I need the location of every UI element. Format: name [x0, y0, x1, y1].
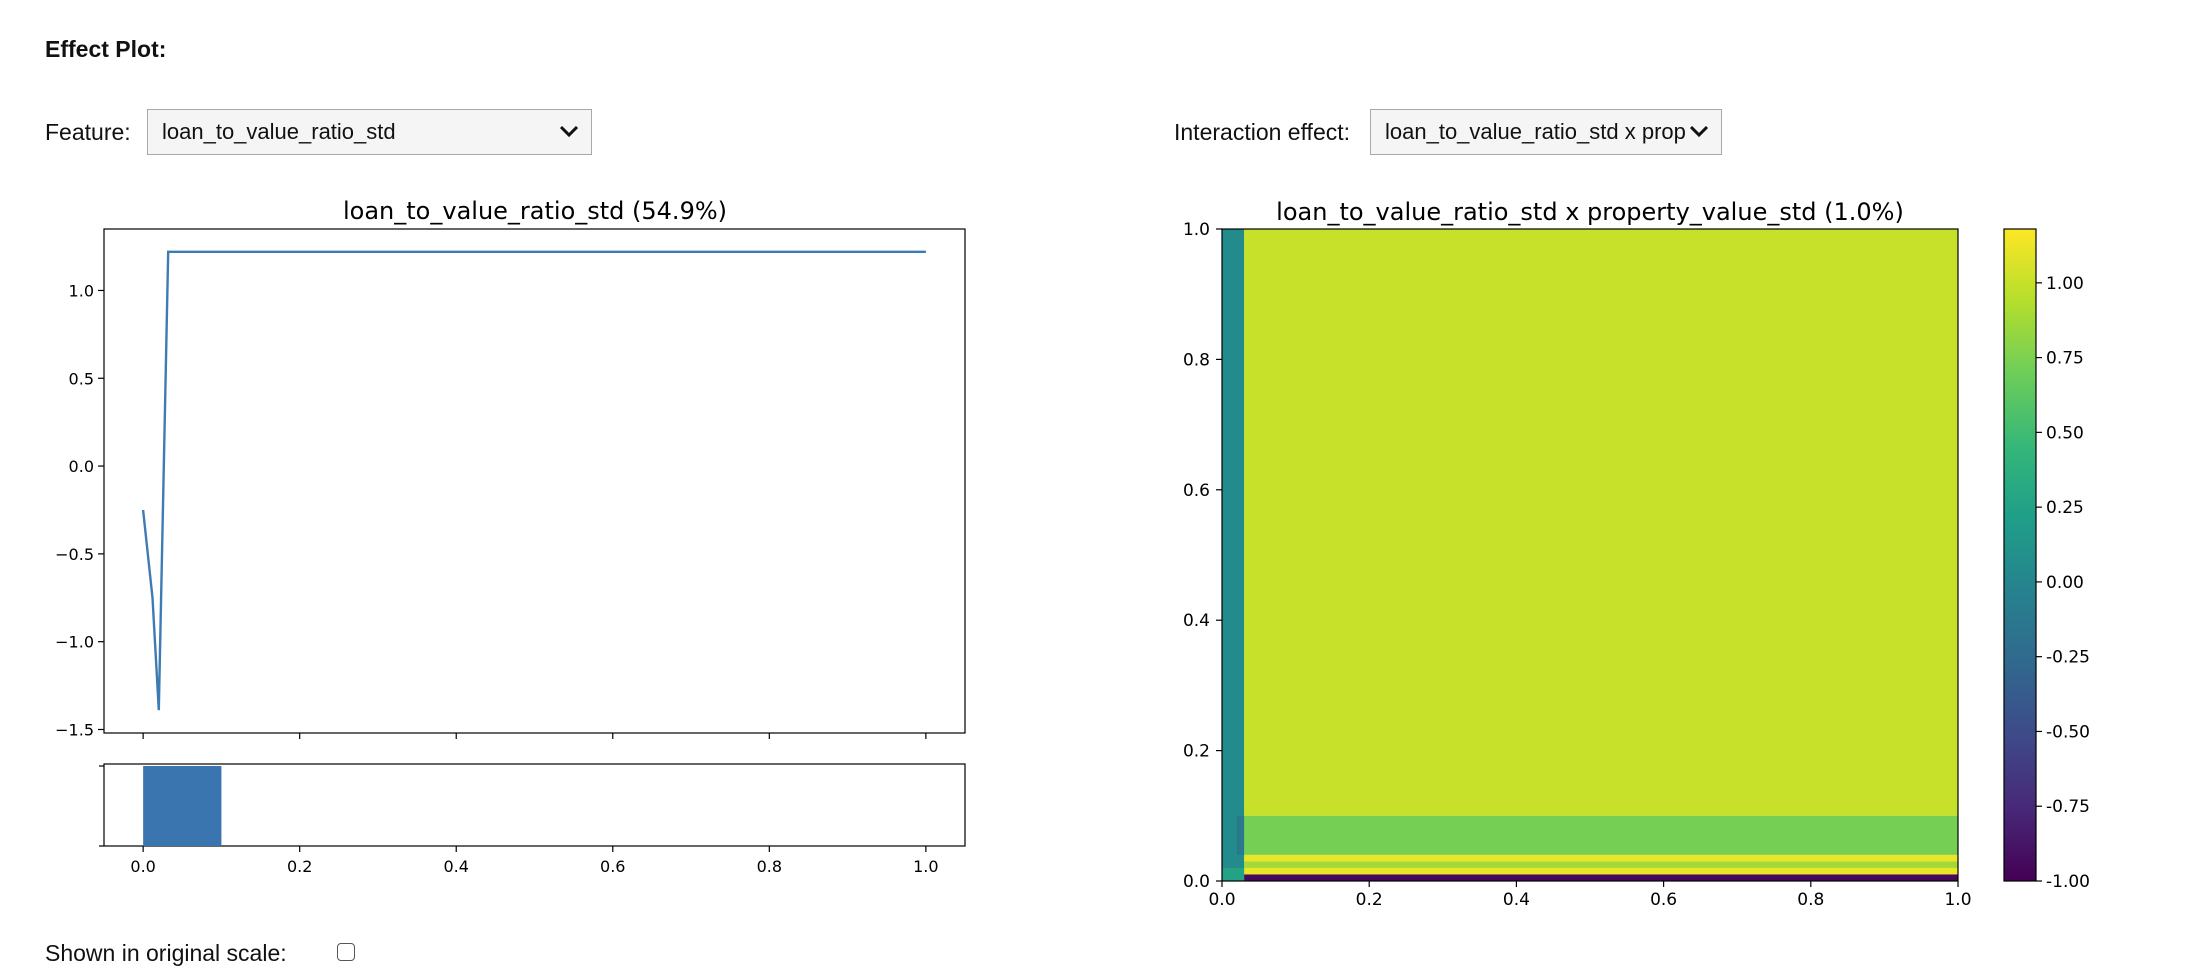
main-effect-chart: loan_to_value_ratio_std (54.9%) −1.5 −1.0…: [55, 197, 966, 739]
chevron-down-icon: [559, 125, 579, 138]
colorbar-tick-label: 1.00: [2046, 274, 2084, 294]
heatmap-cell: [1244, 861, 1958, 868]
x-tick-label: 0.0: [130, 857, 155, 876]
chevron-down-icon: [1689, 125, 1709, 138]
y-tick-label: −1.5: [55, 720, 94, 739]
x-tick-label: 1.0: [1944, 890, 1971, 910]
histogram-chart: 0.0 0.2 0.4 0.6 0.8 1.0: [99, 763, 966, 876]
x-tick-label: 0.6: [1650, 890, 1677, 910]
interaction-effect-select[interactable]: loan_to_value_ratio_std x property_value…: [1370, 109, 1722, 155]
heatmap-x-ticks: 0.0 0.2 0.4 0.6 0.8 1.0: [1208, 881, 1972, 910]
main-effect-x-ticks: [142, 733, 927, 739]
heatmap-frame: [1221, 228, 1959, 882]
y-tick-label: 0.0: [1183, 872, 1210, 892]
heatmap-cells: [1222, 229, 1958, 881]
interaction-heatmap-chart: loan_to_value_ratio_std x property_value…: [1183, 198, 2090, 910]
main-effect-frame: [103, 228, 966, 734]
colorbar-tick-label: -0.75: [2046, 797, 2090, 817]
x-tick-label: 0.8: [1797, 890, 1824, 910]
colorbar-tick-label: 0.50: [2046, 423, 2084, 443]
heatmap-cell: [1244, 854, 1958, 862]
colorbar-tick-label: -1.00: [2046, 872, 2090, 892]
y-tick-label: 1.0: [1183, 220, 1210, 240]
feature-select[interactable]: loan_to_value_ratio_std: [147, 109, 592, 155]
main-effect-line: [141, 250, 926, 711]
x-tick-label: 0.6: [600, 857, 625, 876]
histogram-x-ticks: 0.0 0.2 0.4 0.6 0.8 1.0: [130, 846, 939, 876]
heatmap-cell: [1222, 229, 1245, 881]
x-tick-label: 0.4: [444, 857, 469, 876]
colorbar-frame: [2003, 228, 2037, 882]
page-title: Effect Plot:: [45, 36, 167, 62]
heatmap-y-ticks: 0.0 0.2 0.4 0.6 0.8 1.0: [1183, 220, 1222, 892]
interaction-effect-label: Interaction effect:: [1174, 119, 1351, 145]
colorbar-tick-label: -0.50: [2046, 722, 2090, 742]
interaction-effect-select-value: loan_to_value_ratio_std x property_value…: [1385, 119, 1685, 144]
x-tick-label: 0.4: [1503, 890, 1530, 910]
colorbar-tick-label: 0.25: [2046, 498, 2084, 518]
feature-label: Feature:: [45, 119, 131, 145]
main-effect-title: loan_to_value_ratio_std (54.9%): [343, 197, 727, 225]
colorbar-tick-label: 0.75: [2046, 349, 2084, 369]
x-tick-label: 0.2: [1356, 890, 1383, 910]
colorbar-gradient: [2004, 229, 2036, 881]
heatmap-cell: [1244, 815, 1958, 855]
interaction-heatmap-title: loan_to_value_ratio_std x property_value…: [1276, 198, 1904, 226]
y-tick-label: −1.0: [55, 633, 94, 652]
feature-select-value: loan_to_value_ratio_std: [162, 119, 396, 144]
original-scale-checkbox[interactable]: [337, 943, 355, 961]
histogram-bars: [143, 766, 222, 846]
x-tick-label: 0.0: [1208, 890, 1235, 910]
y-tick-label: 0.4: [1183, 611, 1210, 631]
y-tick-label: 1.0: [69, 281, 94, 300]
colorbar-ticks: 1.00 0.75 0.50 0.25 0.00 -0.25 -0.50 -0.75 -1.00: [2036, 274, 2090, 892]
original-scale-label: Shown in original scale:: [45, 940, 287, 966]
x-tick-label: 1.0: [913, 857, 938, 876]
y-tick-label: 0.8: [1183, 350, 1210, 370]
y-tick-label: 0.0: [69, 457, 94, 476]
y-tick-label: 0.5: [69, 369, 94, 388]
heatmap-cell: [1244, 867, 1958, 875]
x-tick-label: 0.8: [757, 857, 782, 876]
heatmap-cell: [1244, 229, 1958, 816]
colorbar-tick-label: 0.00: [2046, 573, 2084, 593]
colorbar-tick-label: -0.25: [2046, 648, 2090, 668]
y-tick-label: 0.6: [1183, 481, 1210, 501]
x-tick-label: 0.2: [287, 857, 312, 876]
y-tick-label: 0.2: [1183, 742, 1210, 762]
main-effect-y-ticks: −1.5 −1.0 −0.5 0.0 0.5 1.0: [55, 281, 104, 739]
heatmap-cell: [1222, 867, 1245, 881]
histogram-frame: [103, 763, 966, 847]
histogram-bar: [143, 766, 222, 846]
y-tick-label: −0.5: [55, 545, 94, 564]
heatmap-cell: [1236, 815, 1245, 855]
heatmap-cell: [1244, 874, 1958, 881]
